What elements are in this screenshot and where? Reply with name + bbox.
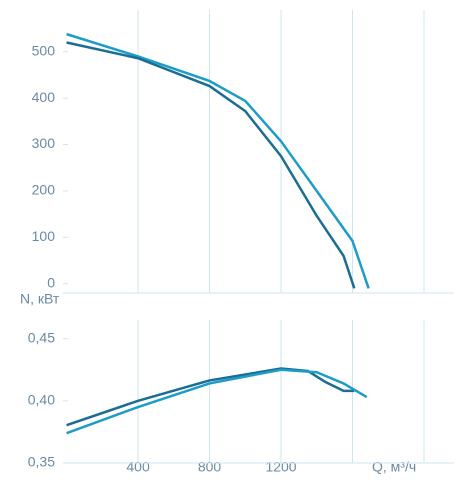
series-line <box>66 41 356 289</box>
x-tick-label: 1200 <box>265 459 296 475</box>
series-line <box>66 32 370 289</box>
y-tick-label: 0,45 <box>28 329 55 345</box>
x-tick-label: 400 <box>126 459 150 475</box>
y-tick-label: 300 <box>32 135 56 151</box>
y-axis-label: N, кВт <box>20 291 60 307</box>
y-tick-label: 0,35 <box>28 454 55 470</box>
y-tick-label: 0,40 <box>28 392 55 408</box>
series-line <box>66 368 368 435</box>
y-tick-label: 200 <box>32 182 56 198</box>
x-tick-label: 800 <box>198 459 222 475</box>
x-axis-label: Q, м³/ч <box>372 459 416 475</box>
y-tick-label: 500 <box>32 42 56 58</box>
y-tick-label: 400 <box>32 89 56 105</box>
y-tick-label: 100 <box>32 228 56 244</box>
y-tick-label: 0 <box>47 274 55 290</box>
